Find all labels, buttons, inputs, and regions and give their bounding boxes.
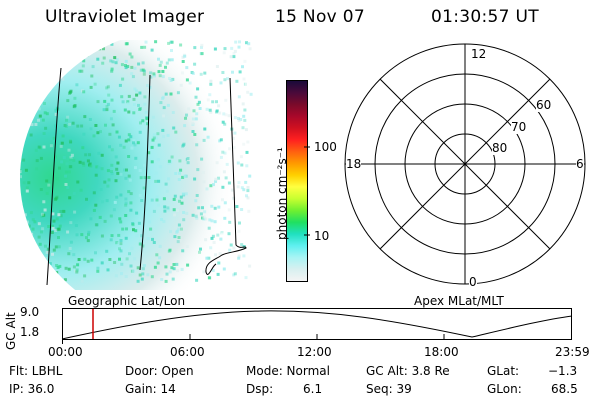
- time-tick-0000: 00:00: [48, 345, 83, 359]
- polar-plot: [344, 43, 586, 285]
- gc-alt-axis-title: GC Alt: [4, 312, 18, 350]
- glat-value: −1.3: [548, 364, 578, 378]
- colorbar-gradient: [287, 81, 307, 281]
- time-tick-0600: 06:00: [170, 345, 205, 359]
- geo-latlon-label: Geographic Lat/Lon: [68, 294, 186, 308]
- polar-label-0: 0: [469, 275, 477, 289]
- ip-info: IP: 36.0: [9, 382, 55, 396]
- dsp-label: Dsp:: [246, 382, 274, 396]
- polar-label-6: 6: [576, 157, 584, 171]
- gc-alt-info: GC Alt: 3.8 Re: [366, 364, 450, 378]
- colorbar: [286, 80, 308, 282]
- gain-info: Gain: 14: [125, 382, 176, 396]
- apex-mlat-label: Apex MLat/MLT: [414, 294, 504, 308]
- time-tick-1800: 18:00: [424, 345, 459, 359]
- longitude-line: [205, 77, 247, 275]
- time-tick-1200: 12:00: [297, 345, 332, 359]
- glon-label: GLon:: [487, 382, 522, 396]
- colorbar-tick-100: 100: [314, 140, 337, 154]
- polar-label-18: 18: [346, 157, 362, 171]
- glat-label: GLat:: [487, 364, 520, 378]
- mode-info: Mode: Normal: [246, 364, 330, 378]
- date-label: 15 Nov 07: [275, 7, 365, 27]
- polar-ring-label-70: 70: [511, 120, 527, 134]
- longitude-line: [46, 67, 62, 286]
- seq-info: Seq: 39: [366, 382, 412, 396]
- glon-value: 68.5: [551, 382, 578, 396]
- colorbar-unit-label: photon cm⁻²s⁻¹: [275, 147, 289, 240]
- time-label: 01:30:57 UT: [431, 7, 539, 27]
- polar-ring-label-80: 80: [492, 141, 508, 155]
- gc-alt-tick-min: 1.8: [20, 325, 40, 339]
- gc-alt-tick-max: 9.0: [20, 305, 40, 319]
- polar-diagonal: [379, 78, 551, 250]
- filter-info: Flt: LBHL: [9, 364, 63, 378]
- gc-alt-curve: [61, 310, 573, 340]
- colorbar-ticks: [304, 146, 310, 236]
- polar-ring-label-60: 60: [536, 98, 552, 112]
- instrument-title: Ultraviolet Imager: [45, 7, 205, 27]
- gc-alt-plot: [61, 308, 573, 344]
- longitude-line: [139, 74, 151, 271]
- colorbar-tick-10: 10: [314, 229, 330, 243]
- uv-image: [20, 40, 260, 290]
- polar-label-12: 12: [470, 47, 488, 61]
- time-tick-2359: 23:59: [555, 345, 590, 359]
- dsp-value: 6.1: [303, 382, 323, 396]
- door-info: Door: Open: [125, 364, 194, 378]
